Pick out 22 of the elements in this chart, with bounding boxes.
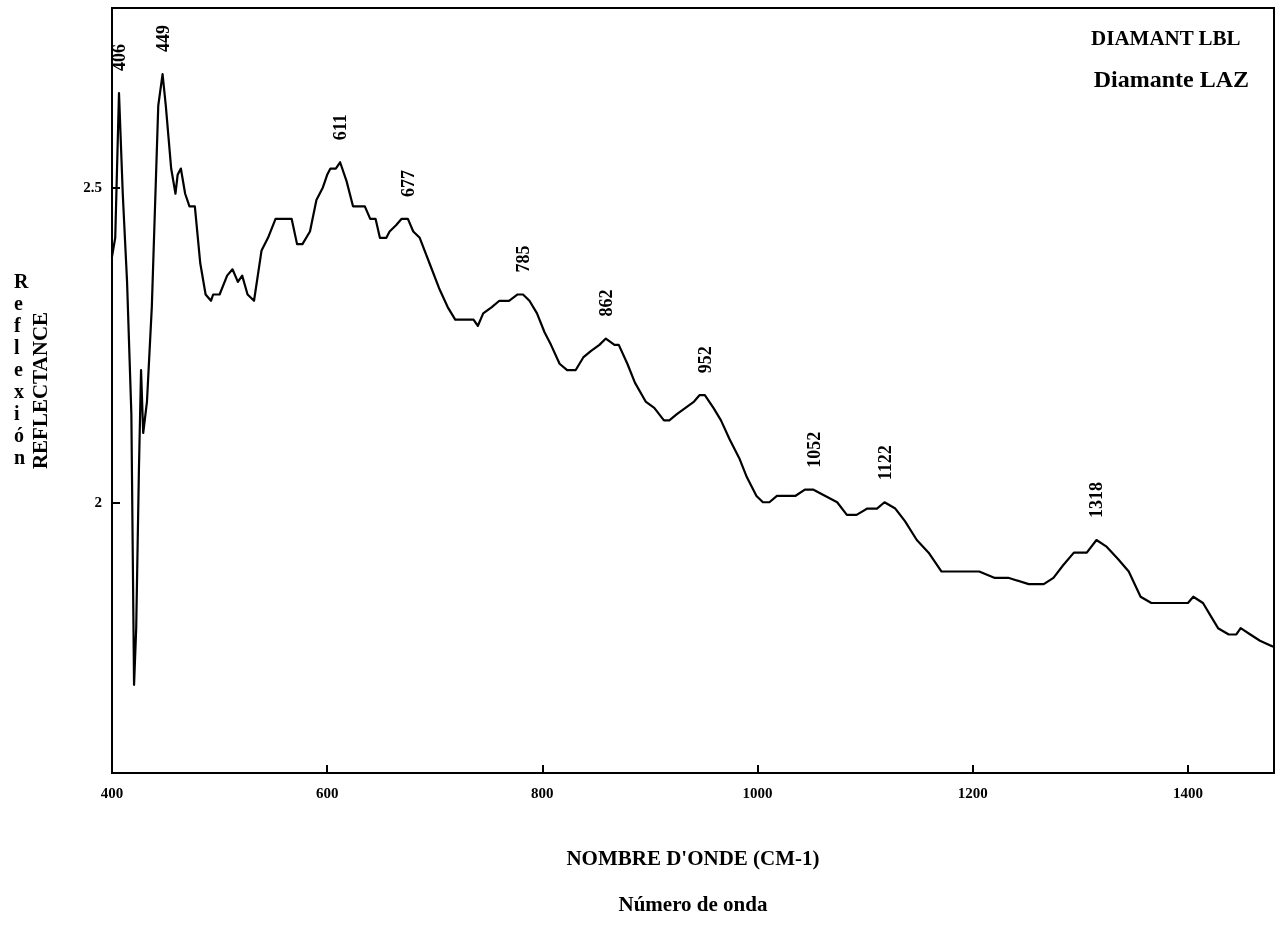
y-tick-label: 2.5 <box>83 179 102 196</box>
annotation: 611 <box>330 114 351 141</box>
y-axis-title: REFLECTANCE <box>27 311 52 470</box>
y-tick-label: 2 <box>94 494 102 511</box>
text: DIAMANT LBL <box>1091 25 1241 50</box>
annotation: 677 <box>397 169 418 197</box>
x-tick-label: 600 <box>315 784 339 801</box>
x-tick-label: 1400 <box>1172 784 1203 801</box>
x-tick-label: 800 <box>531 784 554 801</box>
annotation: 1318 <box>1086 482 1107 519</box>
x-tick-label: 400 <box>100 784 124 801</box>
annotation: 785 <box>513 245 533 273</box>
annotation: 1122 <box>874 445 895 481</box>
text: Diamante LAZ <box>1093 66 1250 92</box>
x-tick-label: 1000 <box>742 784 773 801</box>
annotation: 952 <box>694 346 715 374</box>
text: Reflexión <box>14 270 29 468</box>
x-axis-title: NOMBRE D'ONDE (CM-1) Número de onda <box>566 846 820 916</box>
annotation: 449 <box>152 25 173 53</box>
x-tick-label: 1200 <box>957 784 988 801</box>
annotation: 862 <box>595 289 616 317</box>
annotation: 1052 <box>803 431 824 468</box>
